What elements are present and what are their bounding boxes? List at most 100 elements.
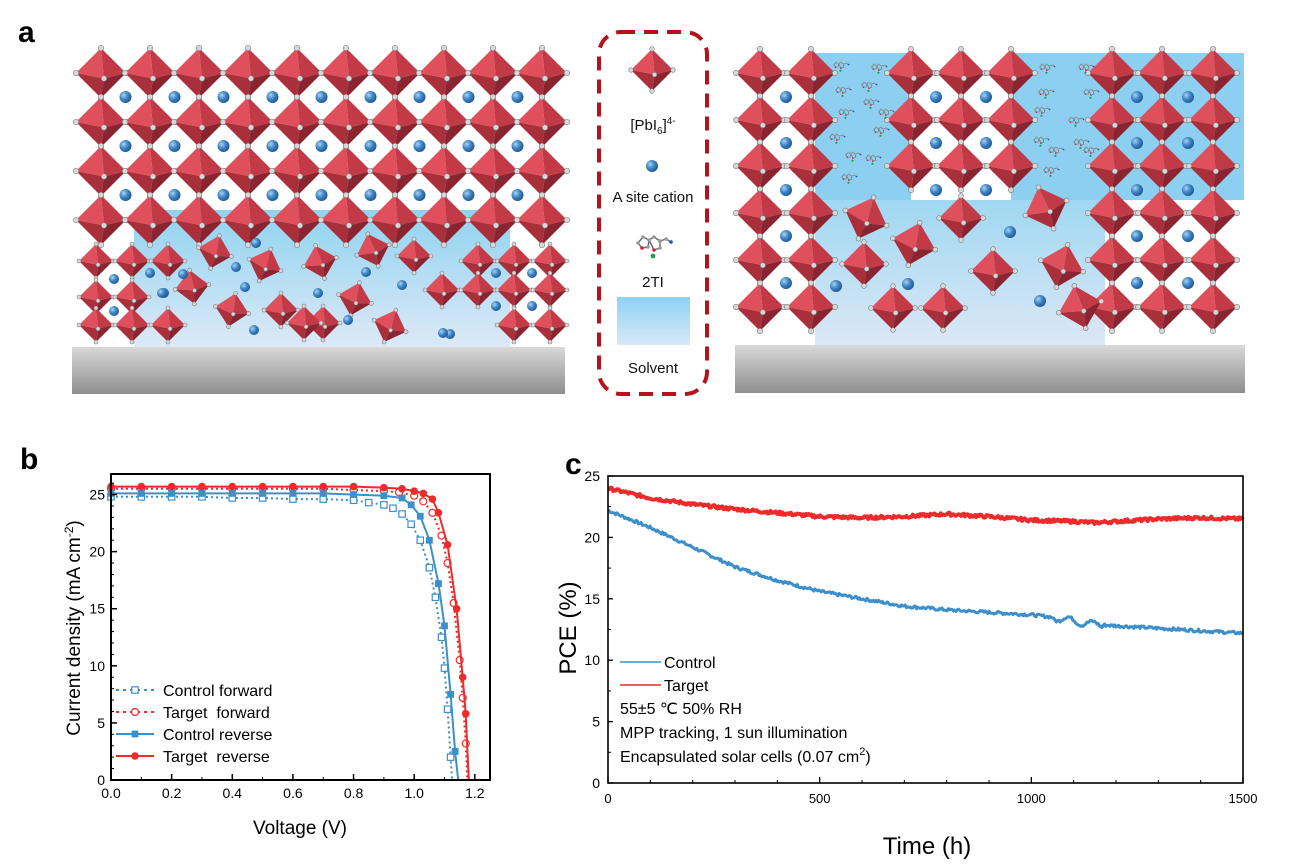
annotation-mpp: MPP tracking, 1 sun illumination (620, 725, 847, 742)
cation-sphere (397, 280, 407, 290)
octahedron (464, 93, 522, 151)
legend-label: Control reverse (163, 727, 272, 744)
cation-sphere (168, 140, 181, 152)
cation-sphere (438, 328, 448, 338)
series-line-control (607, 508, 1244, 636)
octahedron (934, 93, 988, 147)
octahedron (371, 307, 409, 345)
octahedron (464, 142, 522, 200)
octahedron (246, 246, 284, 284)
cation-sphere (511, 140, 524, 152)
legend-label-cation: A site cation (612, 189, 694, 206)
schematic-legend (597, 30, 709, 396)
2ti-molecule (1077, 63, 1095, 74)
2ti-molecule (840, 173, 858, 184)
data-point (425, 563, 434, 572)
x-tick-label: 1500 (1229, 791, 1258, 806)
2ti-molecule (860, 81, 878, 92)
octahedron (513, 142, 571, 200)
cation-sphere (1182, 230, 1194, 242)
cation-sphere (830, 280, 842, 292)
cation-sphere (364, 189, 377, 201)
2ti-molecule (877, 108, 895, 119)
octahedron (112, 305, 152, 345)
cation-sphere (1131, 184, 1143, 196)
octahedron (1135, 93, 1189, 147)
x-tick-label: 1000 (1017, 791, 1046, 806)
data-point (380, 501, 388, 509)
octahedron (366, 93, 424, 151)
octahedron (513, 191, 571, 249)
octahedron (1022, 184, 1070, 232)
2ti-molecule (837, 108, 855, 119)
y-tick-label: 5 (592, 714, 600, 730)
octahedron (1135, 233, 1189, 287)
octahedron (415, 142, 473, 200)
octahedron (733, 233, 787, 287)
2ti-molecule (1082, 146, 1100, 157)
chart-b-x-axis-label: Voltage (V) (253, 818, 347, 839)
data-point (437, 633, 446, 642)
octahedron (148, 241, 188, 281)
data-point (447, 690, 454, 698)
cation-sphere (413, 140, 426, 152)
legend-label-2ti: 2TI (642, 274, 664, 291)
cation-sphere (119, 189, 132, 201)
2ti-molecule (1033, 106, 1051, 117)
data-point (137, 482, 146, 491)
octahedron (628, 46, 676, 94)
octahedron (121, 93, 179, 151)
data-point (419, 497, 428, 506)
data-point (458, 673, 467, 682)
2ti-molecule (864, 154, 882, 165)
x-tick-label: 1.0 (404, 785, 424, 801)
cation-sphere (315, 91, 328, 103)
2ti-molecule (870, 63, 888, 74)
cation-sphere (1131, 91, 1143, 103)
octahedron (394, 236, 434, 276)
cation-sphere (145, 268, 155, 278)
cation-sphere (491, 301, 501, 311)
data-point (289, 495, 297, 503)
octahedron (1056, 283, 1104, 331)
octahedron (268, 142, 326, 200)
octahedron (890, 220, 938, 268)
y-tick-label: 25 (89, 487, 105, 503)
x-tick-label: 0.2 (162, 785, 182, 801)
data-point (398, 510, 406, 518)
cation-sphere (527, 301, 537, 311)
octahedron (458, 270, 498, 310)
data-point (349, 482, 358, 491)
octahedron (317, 44, 375, 102)
chart-c-y-axis-label: PCE (%) (555, 581, 582, 674)
octahedron (784, 233, 838, 287)
panel-label-c: c (565, 448, 582, 481)
cation-sphere (1004, 226, 1016, 238)
cation-sphere (780, 230, 792, 242)
y-tick-label: 0 (592, 775, 600, 791)
series-line-3 (111, 485, 470, 781)
cation-sphere (902, 278, 914, 290)
octahedron (918, 283, 968, 333)
cation-sphere (266, 91, 279, 103)
octahedron (1085, 139, 1139, 193)
octahedron (366, 142, 424, 200)
octahedron (1186, 139, 1240, 193)
data-point (198, 490, 206, 497)
octahedron (1085, 233, 1139, 287)
y-tick-label: 15 (89, 601, 105, 617)
octahedron (464, 44, 522, 102)
cation-sphere (364, 91, 377, 103)
data-point (425, 536, 433, 544)
cation-sphere (119, 91, 132, 103)
cation-sphere (168, 91, 181, 103)
cation-sphere (780, 91, 792, 103)
octahedron (784, 93, 838, 147)
octahedron (196, 233, 234, 271)
octahedron (112, 241, 152, 281)
data-point (198, 482, 206, 491)
2ti-molecule (834, 86, 852, 97)
2ti-molecule (1038, 63, 1056, 74)
cation-sphere (980, 184, 992, 196)
octahedron (422, 270, 462, 310)
